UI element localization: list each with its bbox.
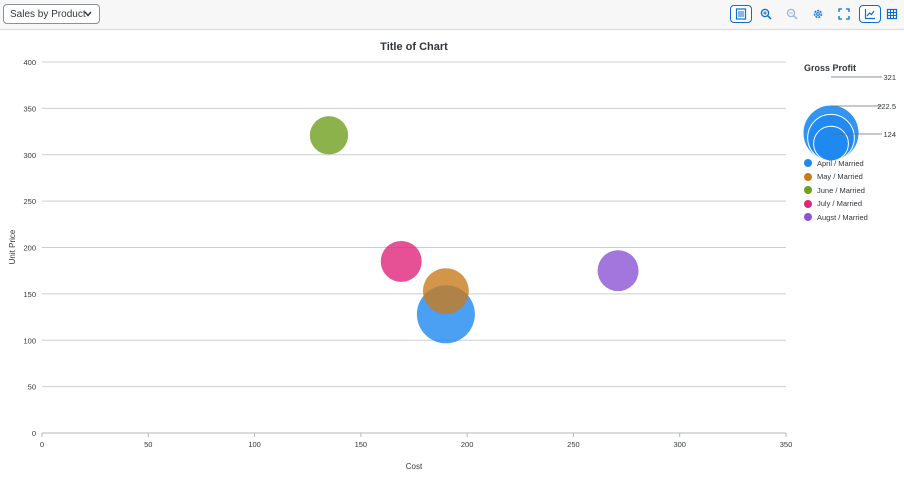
zoom-out-button[interactable] <box>781 5 803 23</box>
chart-title: Title of Chart <box>380 41 448 53</box>
y-tick-label: 0 <box>32 429 36 438</box>
legend-item[interactable]: April / Married <box>804 157 864 169</box>
zoom-out-icon <box>786 8 798 20</box>
legend-dot-icon <box>804 199 812 208</box>
y-tick-label: 400 <box>23 58 36 67</box>
x-tick-label: 0 <box>40 440 44 449</box>
y-axis-label: Unit Price <box>8 229 17 264</box>
size-legend-label: 124 <box>883 130 896 139</box>
x-tick-label: 250 <box>567 440 580 449</box>
table-view-icon <box>735 8 747 20</box>
x-tick-label: 200 <box>461 440 474 449</box>
bubble[interactable] <box>309 116 349 155</box>
legend-label: April / Married <box>817 158 864 168</box>
bubble[interactable] <box>380 240 422 282</box>
x-tick-label: 350 <box>780 440 793 449</box>
zoom-in-icon <box>760 8 772 20</box>
legend-dot-icon <box>804 172 812 181</box>
size-legend-title: Gross Profit <box>804 63 857 73</box>
x-axis-ticks: 0 50 100 150 200 250 300 350 <box>40 433 792 449</box>
x-tick-label: 150 <box>355 440 368 449</box>
size-legend-label: 321 <box>883 73 896 82</box>
fullscreen-icon <box>838 8 850 20</box>
chart-select-value: Sales by Product <box>10 8 86 20</box>
bubble[interactable] <box>422 268 469 314</box>
settings-button[interactable] <box>807 5 829 23</box>
chart-legend: Gross Profit 321 222.5 124 April / Married… <box>800 31 904 231</box>
x-tick-label: 100 <box>248 440 261 449</box>
legend-item[interactable]: May / Married <box>804 171 863 183</box>
y-tick-label: 350 <box>23 104 36 113</box>
zoom-in-button[interactable] <box>755 5 777 23</box>
fullscreen-button[interactable] <box>833 5 855 23</box>
table-view-button[interactable] <box>730 5 752 23</box>
chart-select-dropdown[interactable]: Sales by Product <box>3 4 100 24</box>
x-tick-label: 50 <box>144 440 152 449</box>
chart-view-icon <box>864 9 875 20</box>
x-tick-label: 300 <box>673 440 686 449</box>
toolbar: Sales by Product <box>0 0 904 30</box>
legend-dot-icon <box>804 186 812 194</box>
bubble[interactable] <box>597 250 639 292</box>
y-tick-label: 100 <box>23 336 36 345</box>
y-tick-label: 300 <box>23 151 36 160</box>
y-axis-ticks: 0 50 100 150 200 250 300 350 400 <box>23 58 36 438</box>
bubbles <box>309 116 639 344</box>
y-tick-label: 50 <box>28 383 36 392</box>
legend-label: May / Married <box>817 172 863 181</box>
grid-view-button[interactable] <box>881 5 903 23</box>
size-legend-bubble <box>813 125 849 162</box>
x-axis-label: Cost <box>406 462 423 471</box>
grid-view-icon <box>886 8 898 20</box>
legend-label: Augst / Married <box>817 212 868 222</box>
chart-view-button[interactable] <box>859 5 881 23</box>
settings-icon <box>813 9 823 19</box>
y-tick-label: 150 <box>23 290 36 299</box>
size-legend: 321 222.5 124 <box>802 73 896 162</box>
size-legend-label: 222.5 <box>877 102 896 111</box>
legend-item[interactable]: Augst / Married <box>804 211 868 223</box>
legend-item[interactable]: June / Married <box>804 184 865 196</box>
legend-dot-icon <box>804 159 812 167</box>
legend-label: July / Married <box>817 199 863 208</box>
gridlines <box>42 61 786 388</box>
chevron-down-icon <box>84 11 92 17</box>
legend-label: June / Married <box>817 185 865 195</box>
bubble-chart: Title of Chart 050100150200250300350400 … <box>8 41 792 471</box>
legend-dot-icon <box>804 213 812 221</box>
y-tick-label: 250 <box>23 197 36 206</box>
legend-item[interactable]: July / Married <box>804 198 862 210</box>
y-tick-label: 200 <box>23 244 36 253</box>
chart-area: Title of Chart 0 50 100 150 200 250 300 350 400 … <box>0 31 904 472</box>
